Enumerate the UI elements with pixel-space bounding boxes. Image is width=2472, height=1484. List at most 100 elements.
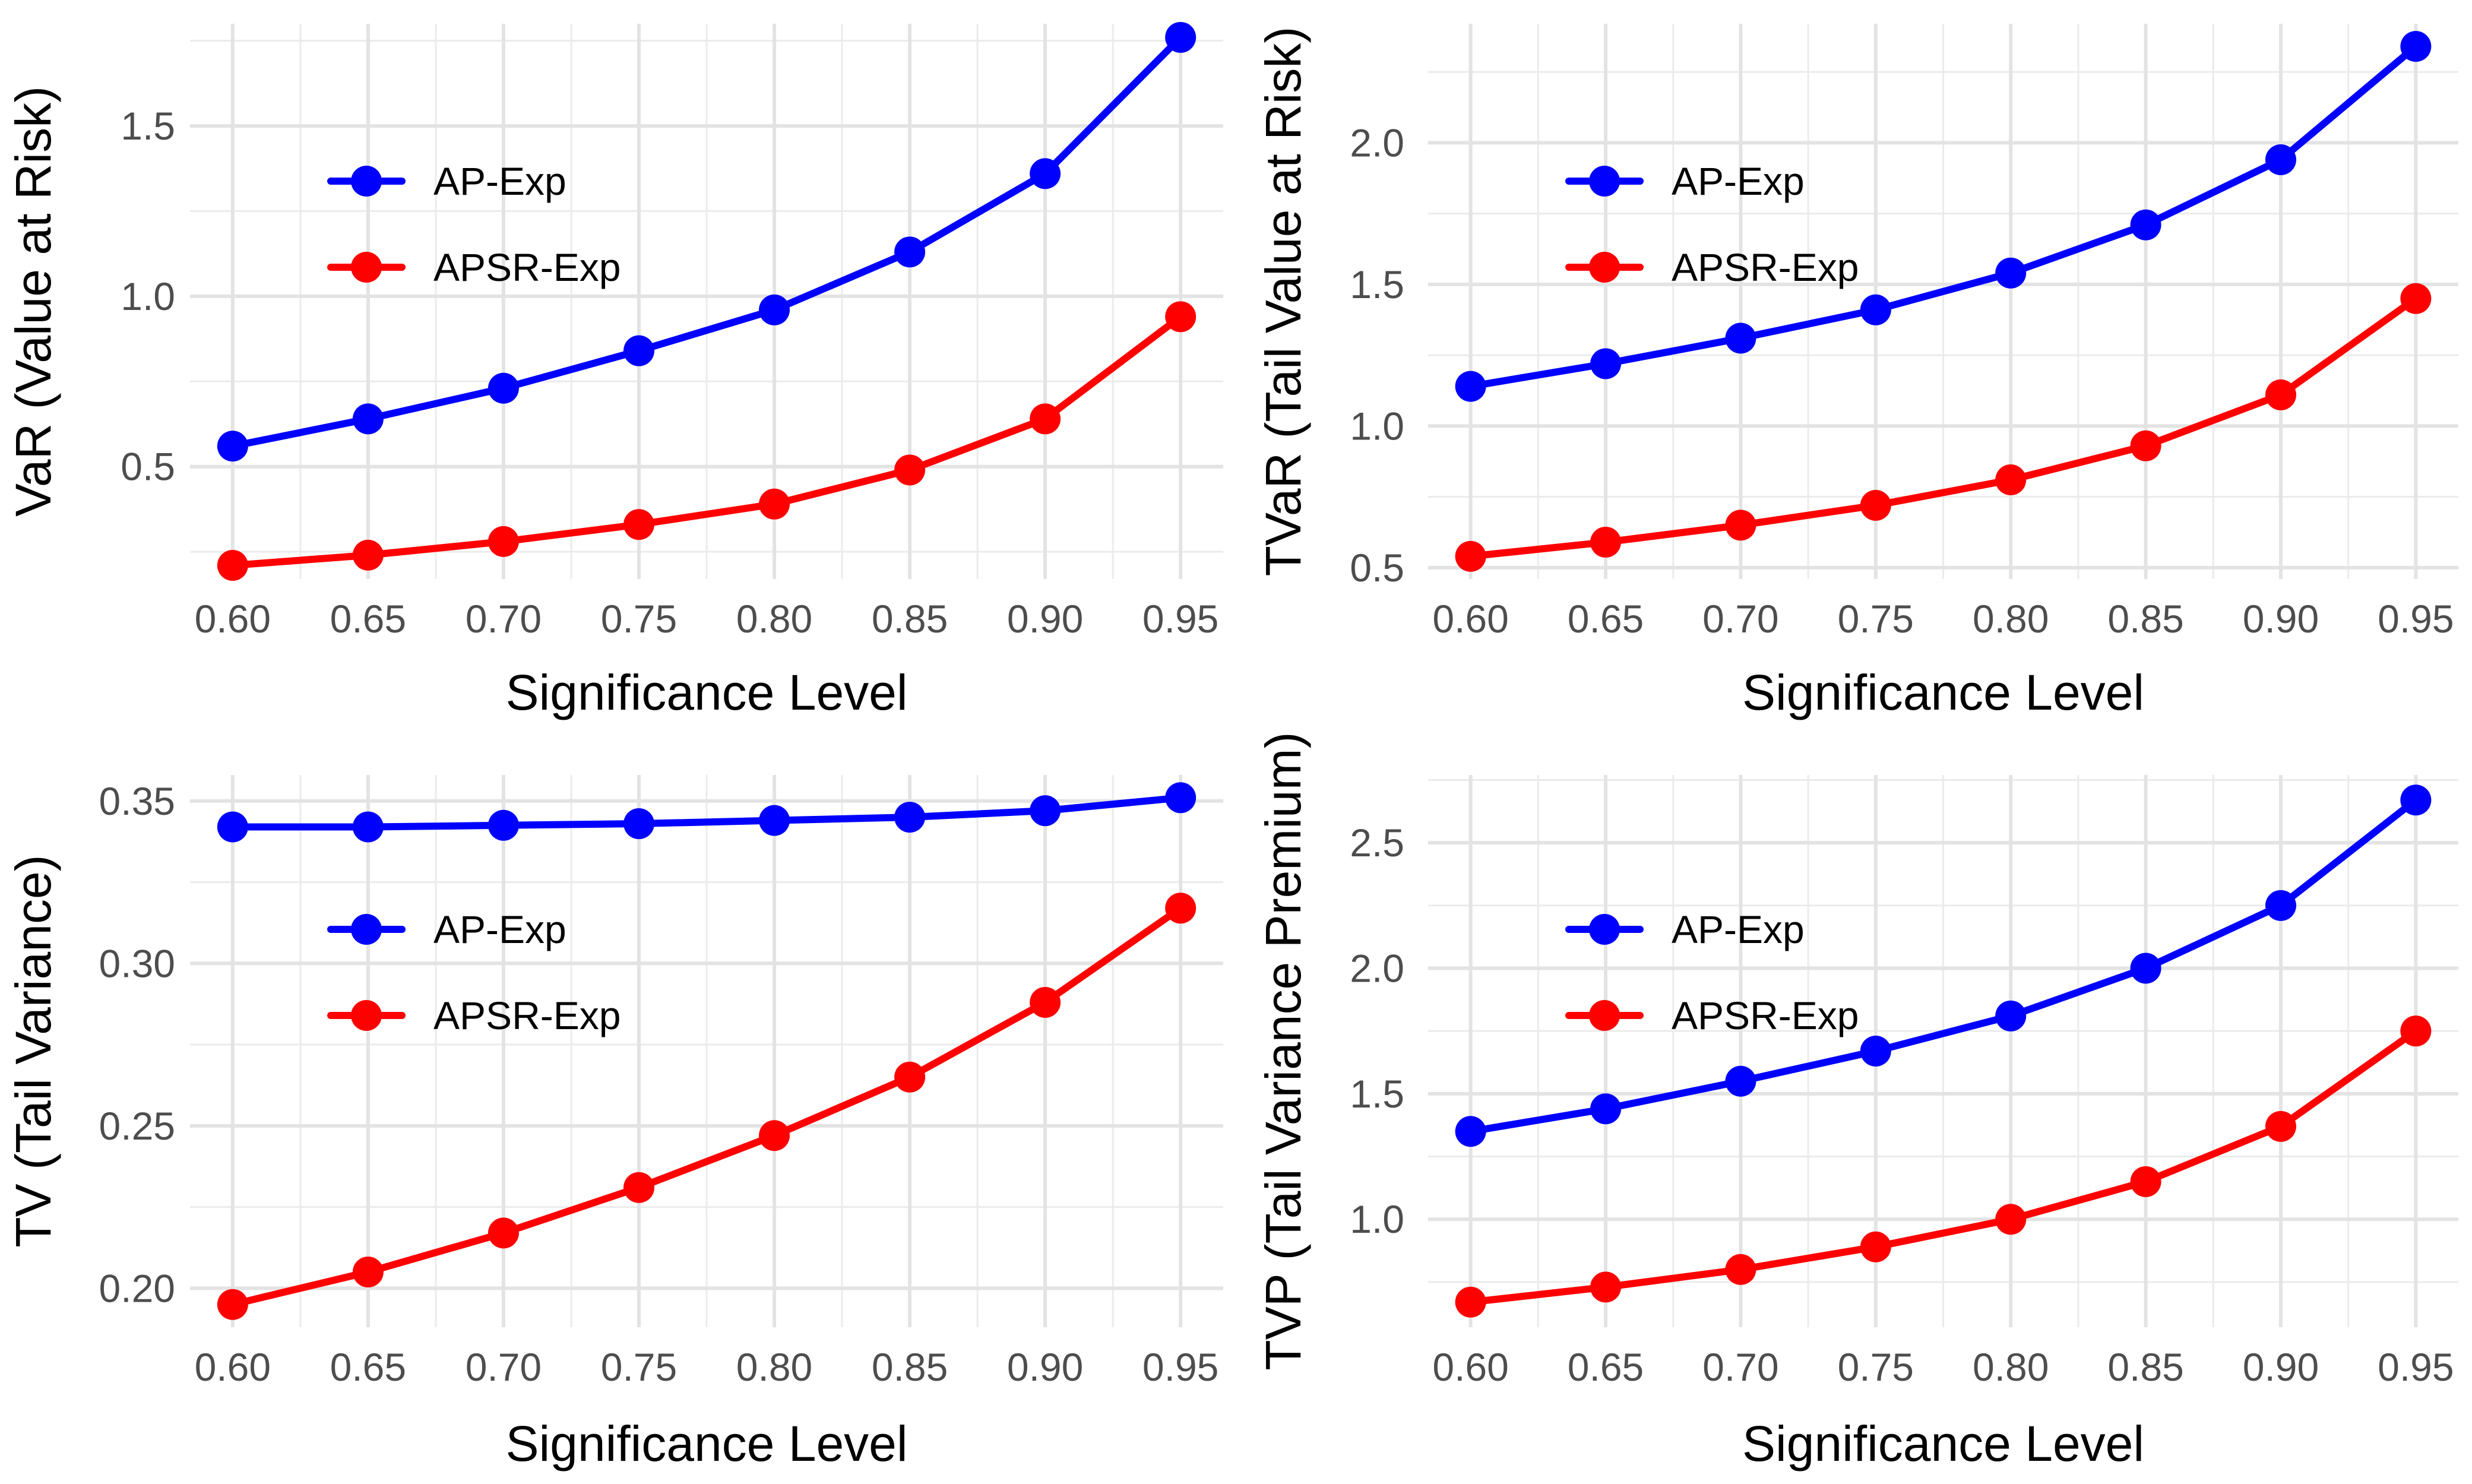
x-tick-label: 0.85 — [872, 597, 948, 641]
x-tick-label: 0.65 — [330, 1345, 406, 1389]
x-tick-label: 0.75 — [1838, 597, 1914, 641]
legend-item: APSR-Exp — [1565, 993, 1859, 1037]
data-point — [1725, 322, 1756, 354]
data-point — [217, 431, 248, 462]
data-point — [623, 335, 654, 366]
data-point — [2265, 144, 2296, 175]
data-point — [1590, 1271, 1622, 1303]
data-point — [352, 811, 384, 843]
x-tick-label: 0.65 — [1568, 597, 1644, 641]
chart-panel-1: 0.60 0.65 0.70 0.75 0.80 0.85 0.90 0.95 0.5 1.0 1.… — [5, 21, 1223, 720]
series-line — [1467, 1027, 2420, 1306]
data-point — [1455, 1116, 1486, 1147]
x-axis-title: Significance Level — [1742, 665, 2144, 720]
data-point — [759, 1120, 790, 1151]
data-point — [1030, 795, 1061, 827]
x-tick-label: 0.60 — [1432, 597, 1508, 641]
data-point — [2400, 283, 2432, 314]
series-AP-Exp — [217, 782, 1197, 843]
x-tick-label: 0.95 — [2378, 597, 2454, 641]
data-point — [2130, 953, 2161, 984]
x-axis-title: Significance Level — [505, 665, 907, 720]
data-point — [2400, 31, 2432, 62]
data-point — [759, 805, 790, 836]
data-point — [1860, 489, 1891, 521]
x-tick-label: 0.70 — [466, 1345, 542, 1389]
data-point — [488, 372, 519, 404]
data-point — [217, 550, 248, 581]
data-point — [2265, 1110, 2296, 1142]
y-tick-label: 0.25 — [99, 1104, 175, 1148]
data-point — [488, 809, 519, 841]
data-point — [1590, 1093, 1622, 1125]
x-tick-label: 0.65 — [1568, 1345, 1644, 1389]
legend-label: APSR-Exp — [433, 245, 621, 289]
data-point — [352, 1257, 384, 1287]
x-tick-label: 0.90 — [2243, 597, 2319, 641]
legend-item: APSR-Exp — [327, 993, 621, 1037]
legend-marker — [351, 166, 382, 197]
x-tick-label: 0.80 — [1973, 597, 2049, 641]
chart-panel-2: 0.60 0.65 0.70 0.75 0.80 0.85 0.90 0.95 0.5 1.0 1.… — [1255, 24, 2458, 720]
legend-marker — [1589, 914, 1620, 945]
legend: AP-Exp APSR-Exp — [1565, 907, 1859, 1037]
legend-item: APSR-Exp — [327, 245, 621, 289]
legend-label: AP-Exp — [433, 159, 566, 203]
data-point — [352, 539, 384, 571]
y-tick-label: 1.5 — [121, 104, 175, 148]
y-tick-label: 2.0 — [1350, 121, 1404, 164]
data-point — [488, 1217, 519, 1249]
x-tick-label: 0.60 — [195, 1345, 271, 1389]
data-point — [1590, 348, 1622, 379]
data-point — [623, 1172, 654, 1203]
data-point — [1165, 21, 1197, 53]
data-point — [1455, 371, 1486, 402]
legend-label: APSR-Exp — [1672, 245, 1859, 289]
data-point — [1995, 257, 2027, 289]
x-tick-label: 0.90 — [1007, 597, 1083, 641]
data-point — [894, 1061, 926, 1093]
data-point — [1165, 301, 1197, 333]
data-point — [1860, 1231, 1891, 1262]
data-point — [217, 811, 248, 843]
y-tick-label: 0.30 — [99, 941, 175, 985]
x-tick-label: 0.70 — [466, 597, 542, 641]
data-point — [1860, 294, 1891, 325]
x-tick-label: 0.85 — [2107, 597, 2183, 641]
y-tick-label: 2.0 — [1350, 947, 1404, 991]
data-point — [1725, 1065, 1756, 1097]
data-point — [2130, 430, 2161, 461]
data-point — [488, 526, 519, 557]
legend-item: AP-Exp — [327, 907, 566, 951]
x-tick-label: 0.75 — [601, 1345, 677, 1389]
data-point — [1590, 526, 1622, 558]
legend-label: APSR-Exp — [1672, 993, 1859, 1037]
data-point — [894, 236, 926, 268]
legend-marker — [1589, 252, 1620, 283]
series-APSR-Exp — [1455, 283, 2432, 572]
x-tick-label: 0.95 — [2378, 1345, 2454, 1389]
legend-label: AP-Exp — [433, 907, 566, 951]
x-tick-label: 0.80 — [736, 1345, 812, 1389]
legend-item: APSR-Exp — [1565, 245, 1859, 289]
x-tick-label: 0.70 — [1702, 1345, 1778, 1389]
y-tick-label: 1.0 — [1350, 1197, 1404, 1241]
y-tick-label: 0.5 — [1350, 546, 1404, 590]
x-tick-label: 0.95 — [1142, 597, 1218, 641]
data-point — [1455, 540, 1486, 572]
series-APSR-Exp — [1455, 1015, 2432, 1318]
x-tick-label: 0.85 — [872, 1345, 948, 1389]
series-APSR-Exp — [217, 893, 1197, 1320]
data-point — [1725, 510, 1756, 541]
legend-marker — [351, 1000, 382, 1031]
data-point — [2400, 784, 2432, 816]
data-point — [1165, 782, 1197, 814]
x-tick-label: 0.80 — [1973, 1345, 2049, 1389]
y-tick-label: 0.5 — [121, 445, 175, 489]
data-point — [623, 509, 654, 540]
legend-marker — [1589, 1000, 1620, 1031]
legend-label: AP-Exp — [1672, 159, 1805, 203]
data-point — [1030, 158, 1061, 189]
data-point — [2400, 1015, 2432, 1047]
